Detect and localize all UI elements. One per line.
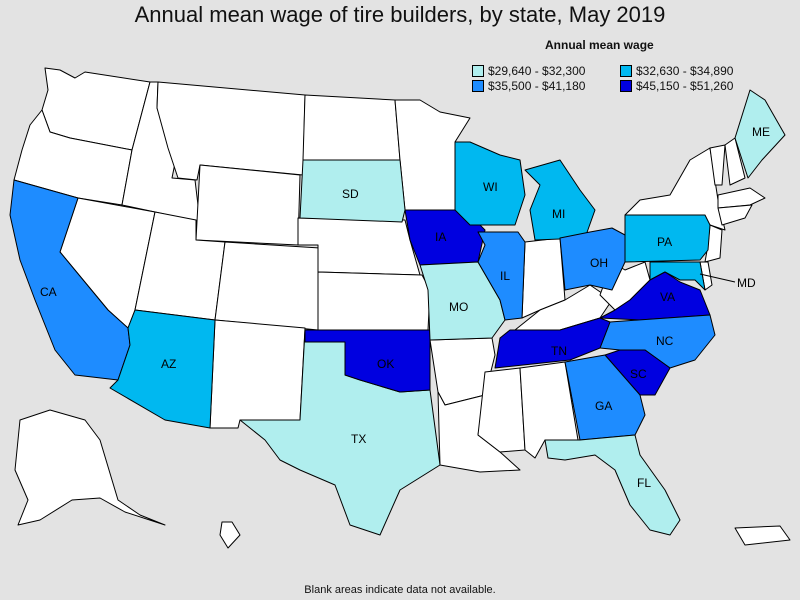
label-ca: CA [40,285,57,299]
legend-item-2: $32,630 - $34,890 [620,64,733,78]
territory-pr[interactable] [734,525,791,546]
state-hi[interactable] [219,521,241,549]
label-mo: MO [449,300,468,314]
label-mi: MI [552,207,565,221]
legend-swatch-4 [620,80,632,92]
state-il[interactable] [477,231,526,321]
state-co[interactable] [214,241,321,331]
label-pa: PA [657,235,672,249]
label-sc: SC [630,367,647,381]
label-ga: GA [595,399,612,413]
state-mi[interactable] [524,159,596,241]
label-tx: TX [351,432,366,446]
legend-title: Annual mean wage [545,38,654,52]
legend-swatch-2 [620,65,632,77]
label-sd: SD [342,187,359,201]
state-ma[interactable] [717,187,766,209]
state-me[interactable] [734,89,786,179]
state-labels: CA AZ TX OK SD IA MO WI IL MI OH PA MD V… [40,125,770,490]
state-fl[interactable] [544,434,681,536]
data-states [9,89,786,536]
state-wy[interactable] [195,164,301,246]
label-me: ME [752,125,770,139]
legend-item-3: $35,500 - $41,180 [472,79,585,93]
label-tn: TN [551,344,567,358]
state-ak[interactable] [14,409,166,526]
map-title: Annual mean wage of tire builders, by st… [134,2,666,27]
state-wi[interactable] [454,141,526,226]
state-tn[interactable] [494,317,611,369]
state-ms[interactable] [477,367,526,453]
label-az: AZ [161,357,176,371]
legend-swatch-3 [472,80,484,92]
legend-label-1: $29,640 - $32,300 [488,64,586,78]
label-fl: FL [637,476,651,490]
label-ia: IA [435,230,446,244]
legend-item-1: $29,640 - $32,300 [472,64,585,78]
state-vt[interactable] [709,144,726,186]
state-pa[interactable] [624,214,711,263]
state-sd[interactable] [299,159,406,223]
state-ks[interactable] [317,271,431,331]
label-ok: OK [377,357,394,371]
label-va: VA [660,290,675,304]
state-mt[interactable] [156,81,306,181]
state-nd[interactable] [302,94,401,161]
legend-label-2: $32,630 - $34,890 [636,64,734,78]
state-nm[interactable] [209,319,306,429]
label-il: IL [500,269,510,283]
legend-item-4: $45,150 - $51,260 [620,79,733,93]
label-oh: OH [590,256,608,270]
state-az[interactable] [109,309,216,429]
state-ok[interactable] [304,329,431,393]
md-leader-line [699,273,736,283]
legend-label-3: $35,500 - $41,180 [488,79,586,93]
legend-label-4: $45,150 - $51,260 [636,79,734,93]
label-md: MD [737,276,756,290]
label-wi: WI [483,180,498,194]
state-nh[interactable] [724,137,746,186]
state-ct-ri[interactable] [717,204,753,226]
legend-swatch-1 [472,65,484,77]
label-nc: NC [656,334,674,348]
footnote: Blank areas indicate data not available. [304,584,496,596]
no-data-states [13,67,791,549]
